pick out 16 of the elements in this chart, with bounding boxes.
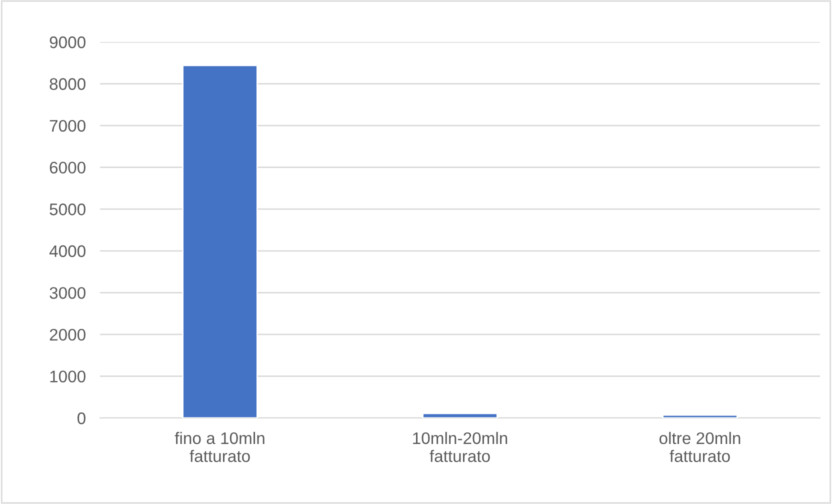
y-tick-label: 9000 bbox=[50, 36, 86, 48]
y-tick-label: 0 bbox=[77, 412, 86, 424]
y-tick-label: 6000 bbox=[50, 162, 86, 174]
y-tick-label: 8000 bbox=[50, 78, 86, 90]
x-tick-label: fino a 10mln fatturato bbox=[174, 432, 264, 462]
x-tick-label: 10mln-20mln fatturato bbox=[413, 432, 508, 462]
y-tick-label: 4000 bbox=[49, 245, 86, 258]
bar bbox=[422, 412, 498, 418]
y-tick-label: 3000 bbox=[50, 287, 86, 299]
y-tick-label: 7000 bbox=[50, 120, 86, 132]
x-tick-label: oltre 20mln fatturato bbox=[659, 432, 740, 462]
bar bbox=[182, 64, 258, 418]
y-tick-label: 1000 bbox=[50, 370, 86, 382]
y-tick-label: 5000 bbox=[50, 204, 86, 216]
y-tick-label: 2000 bbox=[50, 328, 86, 341]
bar bbox=[662, 414, 738, 418]
